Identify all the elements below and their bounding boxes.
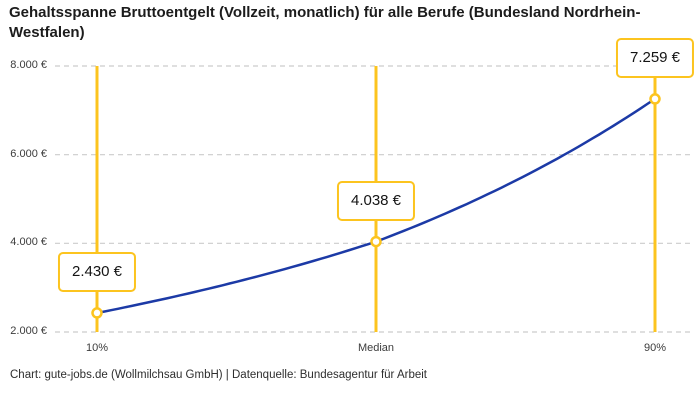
- chart-source-caption: Chart: gute-jobs.de (Wollmilchsau GmbH) …: [10, 369, 427, 381]
- value-annotation-median: 4.038 €: [336, 180, 416, 221]
- data-point-90[interactable]: [649, 93, 661, 105]
- value-annotation-90: 7.259 €: [615, 37, 695, 78]
- y-axis-tick-label: 2.000 €: [10, 325, 47, 337]
- value-annotation-10: 2.430 €: [57, 251, 137, 292]
- x-axis-label-median: Median: [357, 342, 395, 354]
- x-axis-label-10: 10%: [85, 342, 109, 354]
- data-point-median[interactable]: [370, 235, 382, 248]
- y-axis-tick-label: 8.000 €: [10, 59, 47, 71]
- chart-title: Gehaltsspanne Bruttoentgelt (Vollzeit, m…: [9, 4, 641, 41]
- data-point-10[interactable]: [91, 307, 103, 319]
- x-axis-label-90: 90%: [643, 342, 667, 354]
- y-axis-tick-label: 6.000 €: [10, 147, 47, 160]
- y-axis-tick-label: 4.000 €: [10, 236, 47, 249]
